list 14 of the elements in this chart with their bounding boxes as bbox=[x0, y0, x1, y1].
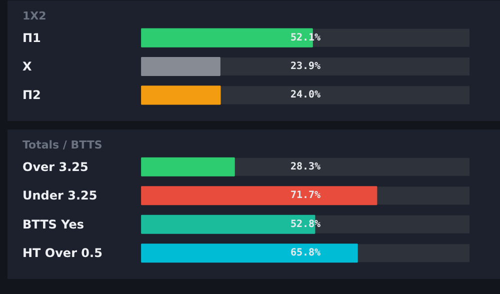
y-tick-label: X bbox=[22, 60, 32, 74]
y-tick-label: Under 3.25 bbox=[22, 188, 98, 203]
data-label: 28.3% bbox=[290, 161, 321, 172]
data-label: 65.8% bbox=[290, 248, 321, 259]
text: 1X2 bbox=[22, 10, 46, 22]
y-tick-label: П2 bbox=[22, 88, 41, 102]
y-tick-label: BTTS Yes bbox=[22, 217, 84, 232]
y-tick-label: П1 bbox=[22, 30, 41, 45]
data-label: 71.7% bbox=[290, 190, 321, 202]
data-label: 23.9% bbox=[290, 61, 321, 72]
y-tick-label: HT Over 0.5 bbox=[22, 246, 102, 260]
chart-title: Totals / BTTS bbox=[22, 138, 102, 152]
y-tick-label: Over 3.25 bbox=[22, 160, 88, 174]
data-label: 24.0% bbox=[290, 90, 321, 101]
